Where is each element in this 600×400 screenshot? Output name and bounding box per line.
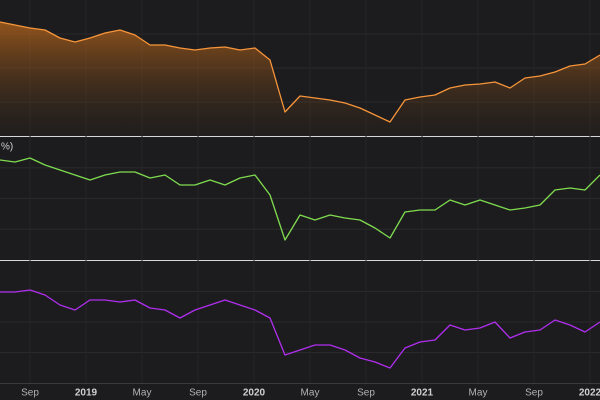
x-tick-label: May	[301, 388, 320, 399]
x-tick-label: Sep	[357, 388, 375, 399]
x-tick-label: 2022	[579, 388, 600, 399]
x-tick-label: 2020	[243, 388, 266, 399]
area-fill	[0, 22, 600, 136]
x-tick-label: Sep	[189, 388, 207, 399]
pane-label: %)	[1, 142, 13, 153]
series-line	[0, 21, 600, 123]
x-tick-label: 2019	[75, 388, 98, 399]
x-tick-label: 2021	[411, 388, 434, 399]
series-line	[0, 157, 600, 241]
x-tick-label: Sep	[21, 388, 39, 399]
x-tick-label: May	[133, 388, 152, 399]
x-tick-label: May	[469, 388, 488, 399]
x-tick-label: Sep	[525, 388, 543, 399]
series-line	[0, 289, 600, 369]
